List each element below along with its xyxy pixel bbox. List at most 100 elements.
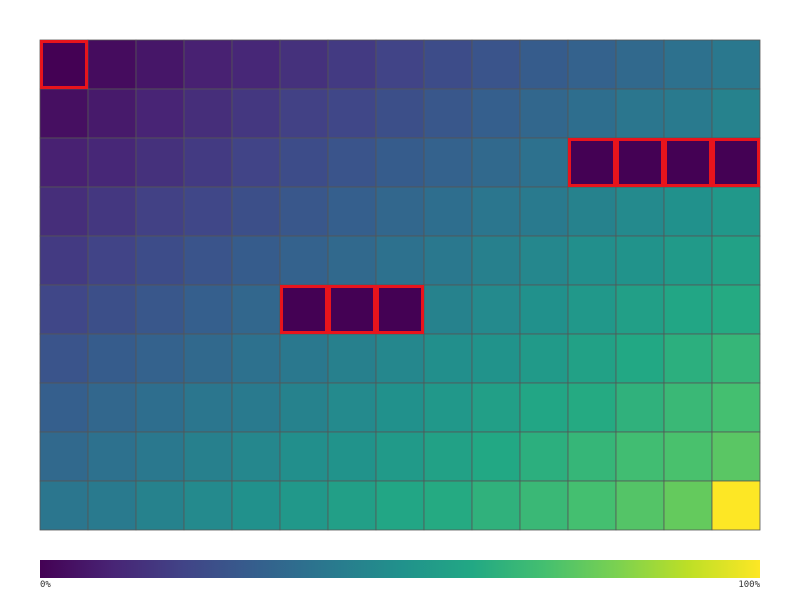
heatmap-cell: [39, 88, 89, 139]
heatmap-cell: [327, 235, 377, 286]
heatmap-cell: [519, 284, 569, 335]
heatmap-cell: [231, 88, 281, 139]
heatmap-cell: [519, 431, 569, 482]
heatmap-cell: [519, 88, 569, 139]
heatmap-cell: [519, 137, 569, 188]
heatmap-cell: [231, 382, 281, 433]
heatmap-cell: [375, 137, 425, 188]
heatmap-cell: [39, 186, 89, 237]
heatmap-cell: [519, 235, 569, 286]
heatmap-cell: [39, 333, 89, 384]
heatmap-cell: [423, 186, 473, 237]
heatmap-cell: [231, 39, 281, 90]
heatmap-cell: [87, 284, 137, 335]
heatmap-cell: [231, 480, 281, 531]
heatmap-cell: [615, 137, 665, 188]
heatmap-cell: [711, 235, 761, 286]
heatmap-cell: [279, 284, 329, 335]
heatmap-cell: [519, 480, 569, 531]
heatmap-cell: [567, 284, 617, 335]
heatmap-cell: [567, 39, 617, 90]
heatmap-cell: [423, 431, 473, 482]
heatmap-cell: [423, 284, 473, 335]
heatmap-cell: [663, 382, 713, 433]
heatmap-cell: [519, 382, 569, 433]
heatmap-cell: [375, 235, 425, 286]
heatmap-cell: [375, 333, 425, 384]
heatmap-cell: [39, 235, 89, 286]
heatmap-cell: [471, 137, 521, 188]
heatmap-cell: [423, 39, 473, 90]
heatmap-cell: [615, 284, 665, 335]
heatmap-cell: [711, 480, 761, 531]
heatmap-cell: [183, 284, 233, 335]
colorbar: [40, 560, 760, 578]
heatmap-cells: [39, 39, 761, 531]
heatmap-cell: [375, 382, 425, 433]
heatmap-cell: [663, 186, 713, 237]
heatmap-cell: [135, 284, 185, 335]
heatmap-cell: [663, 235, 713, 286]
highlighted-cell-outline: [40, 40, 88, 89]
heatmap-cell: [279, 382, 329, 433]
heatmap-cell: [279, 186, 329, 237]
heatmap-cell: [279, 137, 329, 188]
heatmap-cell: [423, 382, 473, 433]
heatmap-cell: [615, 39, 665, 90]
heatmap-cell: [471, 186, 521, 237]
heatmap-cell: [711, 284, 761, 335]
heatmap-cell: [471, 284, 521, 335]
highlighted-cell-outline: [568, 138, 616, 187]
heatmap-cell: [375, 284, 425, 335]
heatmap-cell: [471, 333, 521, 384]
heatmap-cell: [663, 137, 713, 188]
heatmap-cell: [471, 480, 521, 531]
heatmap-cell: [279, 333, 329, 384]
heatmap-cell: [87, 137, 137, 188]
heatmap-cell: [327, 333, 377, 384]
heatmap-cell: [327, 284, 377, 335]
heatmap-cell: [471, 382, 521, 433]
heatmap-cell: [231, 186, 281, 237]
heatmap-cell: [519, 333, 569, 384]
heatmap-cell: [231, 137, 281, 188]
heatmap-cell: [615, 88, 665, 139]
heatmap-cell: [183, 333, 233, 384]
heatmap-cell: [567, 235, 617, 286]
heatmap-cell: [39, 284, 89, 335]
heatmap-cell: [663, 333, 713, 384]
heatmap-cell: [711, 137, 761, 188]
heatmap-cell: [231, 431, 281, 482]
highlighted-cells: [40, 40, 760, 334]
heatmap-cell: [567, 186, 617, 237]
heatmap-cell: [39, 382, 89, 433]
heatmap-cell: [279, 235, 329, 286]
heatmap-cell: [327, 88, 377, 139]
heatmap-cell: [663, 480, 713, 531]
heatmap-cell: [279, 480, 329, 531]
heatmap-cell: [711, 88, 761, 139]
colorbar-min-label: 0%: [40, 580, 51, 590]
heatmap-cell: [87, 235, 137, 286]
heatmap-cell: [87, 480, 137, 531]
heatmap-cell: [375, 39, 425, 90]
highlighted-cell-outline: [616, 138, 664, 187]
heatmap-cell: [279, 88, 329, 139]
highlighted-cell-outline: [376, 285, 424, 334]
heatmap-cell: [39, 137, 89, 188]
heatmap-cell: [135, 186, 185, 237]
heatmap-cell: [279, 39, 329, 90]
heatmap-cell: [87, 88, 137, 139]
heatmap-cell: [183, 137, 233, 188]
heatmap-cell: [231, 235, 281, 286]
heatmap-cell: [183, 480, 233, 531]
heatmap-cell: [87, 186, 137, 237]
heatmap-cell: [183, 235, 233, 286]
heatmap-cell: [375, 88, 425, 139]
heatmap-cell: [327, 39, 377, 90]
heatmap-cell: [39, 431, 89, 482]
highlighted-cell-outline: [328, 285, 376, 334]
heatmap-cell: [567, 382, 617, 433]
heatmap-cell: [87, 431, 137, 482]
